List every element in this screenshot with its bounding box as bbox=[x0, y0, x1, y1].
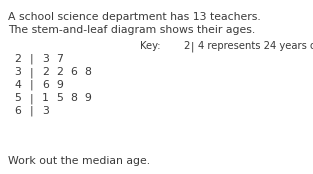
Text: A school science department has 13 teachers.: A school science department has 13 teach… bbox=[8, 12, 261, 22]
Text: Work out the median age.: Work out the median age. bbox=[8, 156, 150, 166]
Text: 1: 1 bbox=[42, 93, 49, 103]
Text: 8: 8 bbox=[84, 67, 91, 77]
Text: 8: 8 bbox=[70, 93, 77, 103]
Text: |: | bbox=[191, 41, 194, 52]
Text: 3: 3 bbox=[14, 67, 21, 77]
Text: 4 represents 24 years old: 4 represents 24 years old bbox=[198, 41, 313, 51]
Text: 2: 2 bbox=[14, 54, 21, 64]
Text: 9: 9 bbox=[56, 80, 63, 90]
Text: 6: 6 bbox=[42, 80, 49, 90]
Text: 7: 7 bbox=[56, 54, 63, 64]
Text: 5: 5 bbox=[56, 93, 63, 103]
Text: 5: 5 bbox=[14, 93, 21, 103]
Text: 3: 3 bbox=[42, 106, 49, 116]
Text: 3: 3 bbox=[42, 54, 49, 64]
Text: |: | bbox=[30, 93, 33, 104]
Text: |: | bbox=[30, 67, 33, 77]
Text: 2: 2 bbox=[56, 67, 63, 77]
Text: 6: 6 bbox=[14, 106, 21, 116]
Text: 2: 2 bbox=[42, 67, 49, 77]
Text: Key:: Key: bbox=[140, 41, 161, 51]
Text: 9: 9 bbox=[84, 93, 91, 103]
Text: 4: 4 bbox=[14, 80, 21, 90]
Text: |: | bbox=[30, 54, 33, 65]
Text: 6: 6 bbox=[70, 67, 77, 77]
Text: The stem-and-leaf diagram shows their ages.: The stem-and-leaf diagram shows their ag… bbox=[8, 25, 255, 35]
Text: |: | bbox=[30, 106, 33, 117]
Text: |: | bbox=[30, 80, 33, 90]
Text: 2: 2 bbox=[183, 41, 189, 51]
